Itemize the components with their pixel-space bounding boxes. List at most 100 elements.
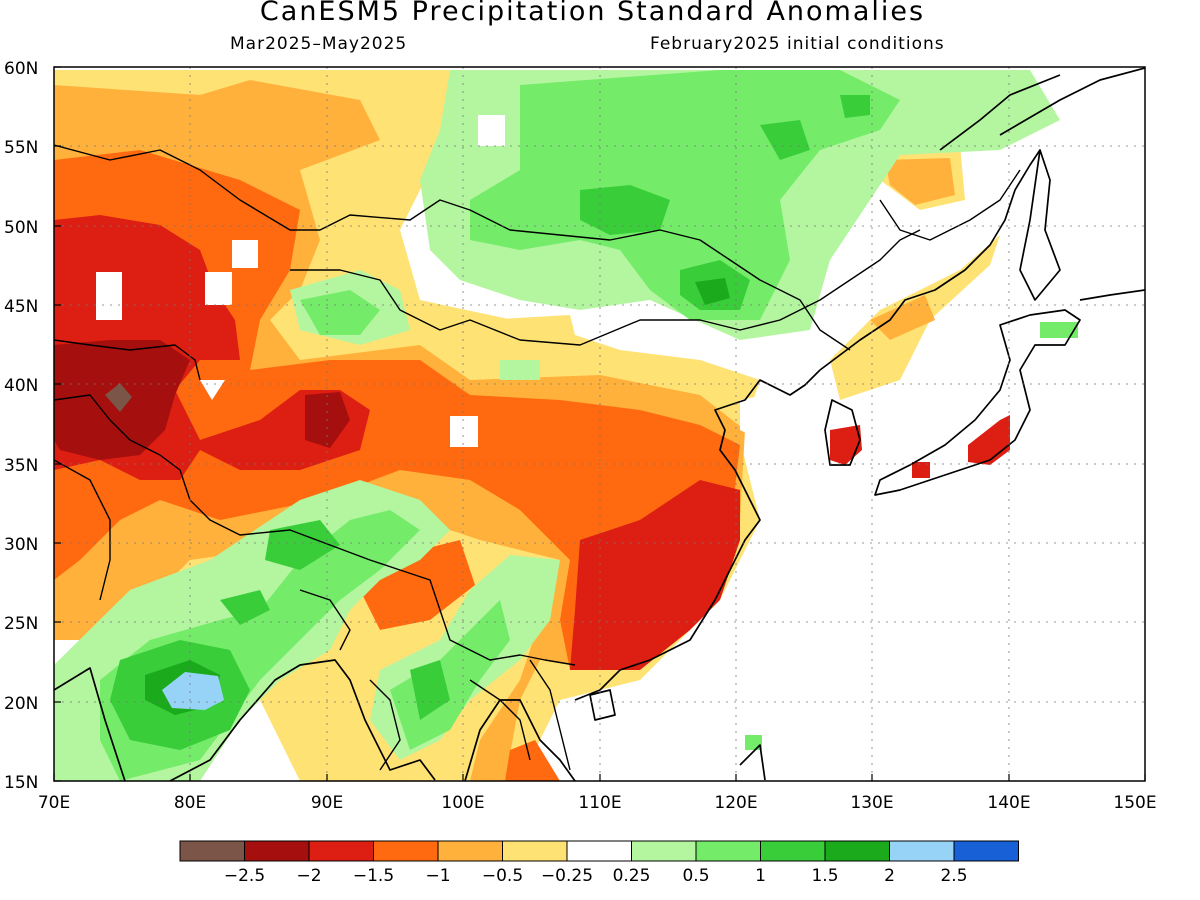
anomaly-region — [410, 660, 450, 720]
anomaly-region — [500, 360, 540, 380]
colorbar-swatch — [566, 840, 632, 862]
colorbar-swatch — [179, 840, 245, 862]
anomaly-region — [300, 290, 380, 335]
country-border — [54, 459, 111, 601]
anomaly-region — [305, 392, 350, 448]
colorbar-swatch — [437, 840, 503, 862]
colorbar-swatch — [631, 840, 697, 862]
colorbar-swatch — [824, 840, 890, 862]
colorbar-label: −1 — [425, 866, 450, 886]
coastline — [819, 149, 1041, 371]
coastline — [999, 67, 1145, 136]
colorbar-swatch — [889, 840, 955, 862]
anomaly-region — [360, 540, 475, 630]
colorbar-label: −2.5 — [224, 866, 265, 886]
masked-cell — [478, 115, 505, 146]
coastline — [939, 74, 1061, 151]
coastline — [574, 369, 821, 701]
borders — [54, 144, 1021, 771]
colorbar-swatch — [308, 840, 374, 862]
coastline — [739, 744, 766, 781]
coastline — [1079, 289, 1145, 301]
masked-cell — [740, 390, 800, 440]
colorbar-label: −1.5 — [353, 866, 394, 886]
country-border — [299, 589, 351, 651]
lon-label: 70E — [38, 793, 70, 813]
lon-label: 120E — [714, 793, 757, 813]
anomaly-region — [840, 95, 870, 118]
colorbar-label: −0.25 — [541, 866, 593, 886]
colorbar: −2.5 −2 −1.5 −1 −0.5 −0.25 0.25 0.5 1 1.5 2 2.5 — [179, 840, 1019, 886]
masked-cell — [205, 272, 232, 305]
coastline — [1019, 149, 1061, 301]
anomaly-region — [1040, 322, 1078, 338]
forecast-period: Mar2025–May2025 — [230, 34, 408, 54]
map-title: CanESM5 Precipitation Standard Anomalies — [259, 0, 926, 27]
country-border — [529, 659, 571, 771]
lon-label: 100E — [441, 793, 484, 813]
lat-label: 20N — [4, 694, 38, 714]
colorbar-label: 1 — [755, 866, 766, 886]
axis-ticks — [53, 66, 1146, 782]
coastline — [464, 699, 576, 781]
anomaly-region — [105, 383, 132, 412]
colorbar-label: 2 — [884, 866, 895, 886]
coastline — [54, 667, 126, 781]
lat-label: 50N — [4, 218, 38, 238]
country-border — [469, 679, 531, 761]
anomaly-region — [580, 185, 670, 235]
country-border — [879, 169, 1021, 241]
longitude-labels: 70E 80E 90E 100E 110E 120E 130E 140E 150… — [38, 793, 1157, 813]
country-border — [54, 339, 201, 381]
anomaly-region — [760, 120, 810, 160]
lat-label: 15N — [4, 773, 38, 793]
masked-cell — [232, 240, 258, 268]
lat-label: 40N — [4, 376, 38, 396]
anomaly-region — [695, 278, 730, 305]
coastline — [874, 309, 1081, 496]
colorbar-label: −2 — [296, 866, 321, 886]
lat-label: 30N — [4, 535, 38, 555]
lon-label: 110E — [578, 793, 621, 813]
anomaly-region — [265, 520, 340, 570]
colorbar-swatch — [760, 840, 826, 862]
lon-label: 150E — [1113, 793, 1156, 813]
anomaly-region — [570, 480, 740, 670]
lat-label: 55N — [4, 138, 38, 158]
country-border — [290, 229, 921, 346]
colorbar-label: 0.25 — [613, 866, 651, 886]
colorbar-swatch — [953, 840, 1019, 862]
anomaly-region — [885, 158, 955, 205]
colorbar-label: 2.5 — [940, 866, 967, 886]
anomaly-region — [745, 735, 762, 750]
lat-label: 25N — [4, 614, 38, 634]
coastline — [824, 399, 861, 466]
anomaly-region — [220, 590, 270, 625]
lat-label: 60N — [4, 59, 38, 79]
grid-lines — [54, 67, 1145, 781]
anomaly-region — [505, 740, 560, 781]
latitude-labels: 60N 55N 50N 45N 40N 35N 30N 25N 20N 15N — [4, 59, 38, 793]
colorbar-label: 1.5 — [811, 866, 838, 886]
colorbar-swatch — [244, 840, 310, 862]
lat-label: 35N — [4, 456, 38, 476]
country-border — [54, 394, 576, 666]
anomaly-region — [912, 462, 930, 478]
lon-label: 90E — [311, 793, 343, 813]
lon-label: 130E — [850, 793, 893, 813]
colorbar-swatch — [695, 840, 761, 862]
coastlines — [54, 67, 1145, 781]
anomaly-field — [54, 67, 1145, 781]
country-border — [54, 144, 851, 351]
masked-cell — [450, 416, 478, 447]
coastline — [589, 689, 616, 721]
anomaly-region — [162, 672, 224, 710]
colorbar-swatch — [502, 840, 568, 862]
masked-cell — [200, 380, 225, 400]
lon-label: 140E — [987, 793, 1030, 813]
masked-cell — [96, 272, 122, 320]
colorbar-label: −0.5 — [482, 866, 523, 886]
initial-conditions: February2025 initial conditions — [650, 34, 945, 54]
lat-label: 45N — [4, 297, 38, 317]
